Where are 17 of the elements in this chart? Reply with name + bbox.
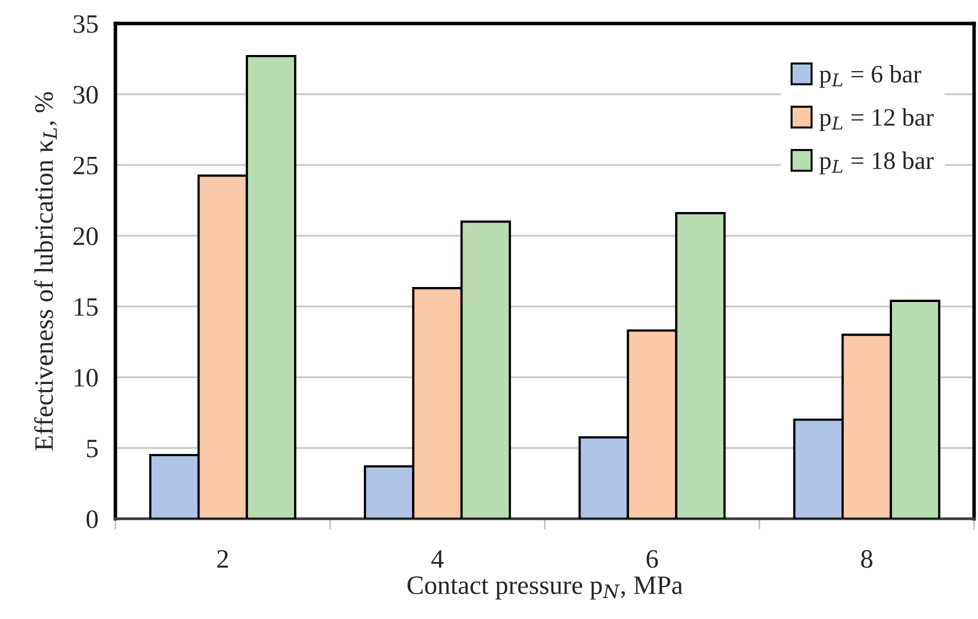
y-tick-label: 0 (86, 510, 98, 528)
y-tick-label: 15 (74, 298, 98, 316)
x-tick-label: 4 (431, 550, 444, 568)
y-tick-label: 25 (74, 156, 98, 174)
y-tick-label: 20 (74, 227, 98, 246)
y-tick-label: 30 (74, 86, 98, 104)
y-tick-label: 10 (74, 368, 98, 387)
legend-label: p$_{L}$ = 18 bar (819, 152, 934, 174)
legend-label: p$_{L}$ = 6 bar (819, 65, 922, 88)
y-tick-label: 35 (74, 15, 98, 33)
x-tick-label: 6 (646, 550, 658, 568)
x-tick-label: 8 (861, 550, 872, 568)
x-axis-title: Contact pressure p$_{N}$, MPa (408, 576, 683, 600)
y-axis-title: Effectiveness of lubrication κ$_{L}$, % (34, 92, 57, 450)
y-tick-label: 5 (87, 440, 98, 458)
legend-label: p$_{L}$ = 12 bar (819, 108, 934, 131)
x-tick-label: 2 (217, 550, 228, 568)
